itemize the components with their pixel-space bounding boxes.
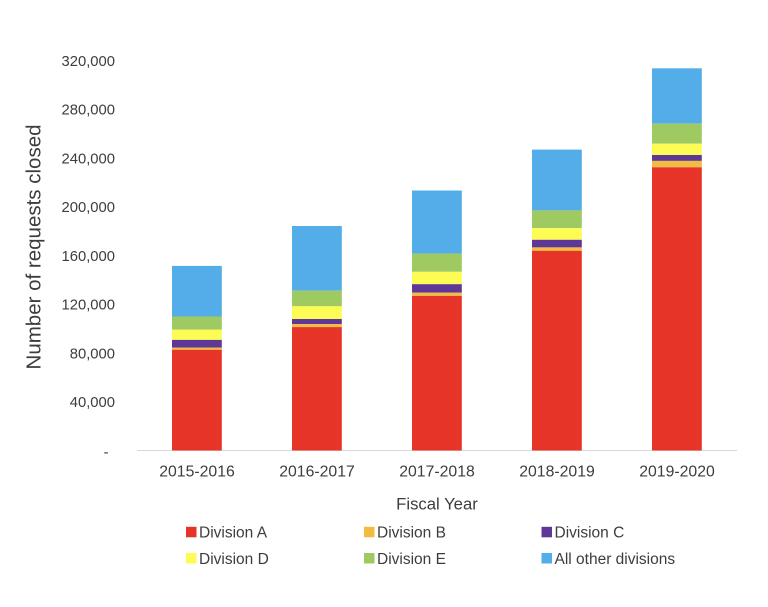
svg-text:160,000: 160,000	[62, 249, 116, 265]
svg-text:320,000: 320,000	[62, 54, 116, 70]
svg-text:40,000: 40,000	[70, 395, 115, 411]
svg-text:2015-2016: 2015-2016	[159, 463, 235, 480]
svg-text:Division C: Division C	[555, 525, 625, 542]
svg-text:2016-2017: 2016-2017	[279, 463, 355, 480]
svg-text:-: -	[104, 445, 109, 461]
svg-text:Division E: Division E	[377, 551, 446, 568]
svg-text:Division D: Division D	[199, 551, 269, 568]
svg-text:120,000: 120,000	[62, 298, 116, 314]
svg-text:All other divisions: All other divisions	[555, 551, 676, 568]
svg-text:2017-2018: 2017-2018	[399, 463, 475, 480]
svg-text:280,000: 280,000	[62, 103, 116, 119]
svg-text:80,000: 80,000	[70, 346, 115, 362]
svg-text:Fiscal Year: Fiscal Year	[396, 495, 478, 514]
svg-text:2019-2020: 2019-2020	[639, 463, 715, 480]
svg-text:Number of requests closed: Number of requests closed	[23, 125, 46, 370]
svg-text:200,000: 200,000	[62, 200, 116, 216]
svg-text:Division A: Division A	[199, 525, 268, 542]
svg-text:240,000: 240,000	[62, 151, 116, 167]
svg-text:2018-2019: 2018-2019	[519, 463, 595, 480]
svg-text:Division B: Division B	[377, 525, 446, 542]
